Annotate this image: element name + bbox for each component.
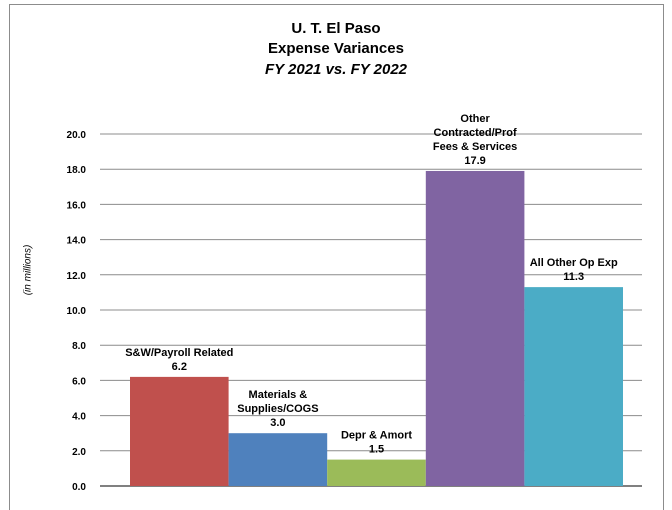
y-tick-label: 16.0 xyxy=(67,200,87,211)
data-label: 3.0 xyxy=(270,417,285,429)
data-label: 11.3 xyxy=(563,271,584,283)
category-label: Other xyxy=(460,113,490,125)
chart-subtitle: Expense Variances xyxy=(268,40,404,57)
category-label: Contracted/Prof xyxy=(434,127,517,139)
y-tick-label: 10.0 xyxy=(67,306,87,317)
category-label: Fees & Services xyxy=(433,141,517,153)
y-tick-label: 2.0 xyxy=(72,447,86,458)
bar xyxy=(425,170,525,486)
category-label: Supplies/COGS xyxy=(237,403,318,415)
bar xyxy=(130,376,229,486)
y-tick-label: 20.0 xyxy=(67,130,87,141)
y-tick-label: 0.0 xyxy=(72,482,86,493)
bar xyxy=(228,433,328,486)
chart-title: U. T. El Paso xyxy=(291,20,381,37)
chart-subtitle-period: FY 2021 vs. FY 2022 xyxy=(264,61,408,78)
category-label: Depr & Amort xyxy=(341,430,412,442)
y-tick-label: 4.0 xyxy=(72,412,86,423)
category-label: All Other Op Exp xyxy=(530,257,618,269)
y-tick-label: 8.0 xyxy=(72,341,86,352)
bar xyxy=(524,287,623,486)
y-tick-label: 18.0 xyxy=(67,165,87,176)
data-label: 6.2 xyxy=(172,361,187,373)
data-label: 17.9 xyxy=(464,155,485,167)
y-tick-label: 12.0 xyxy=(67,271,87,282)
data-label: 1.5 xyxy=(369,444,384,456)
bar xyxy=(327,459,426,486)
y-tick-label: 14.0 xyxy=(67,236,87,247)
category-label: Materials & xyxy=(249,389,308,401)
y-tick-label: 6.0 xyxy=(72,376,86,387)
category-label: S&W/Payroll Related xyxy=(125,347,233,359)
